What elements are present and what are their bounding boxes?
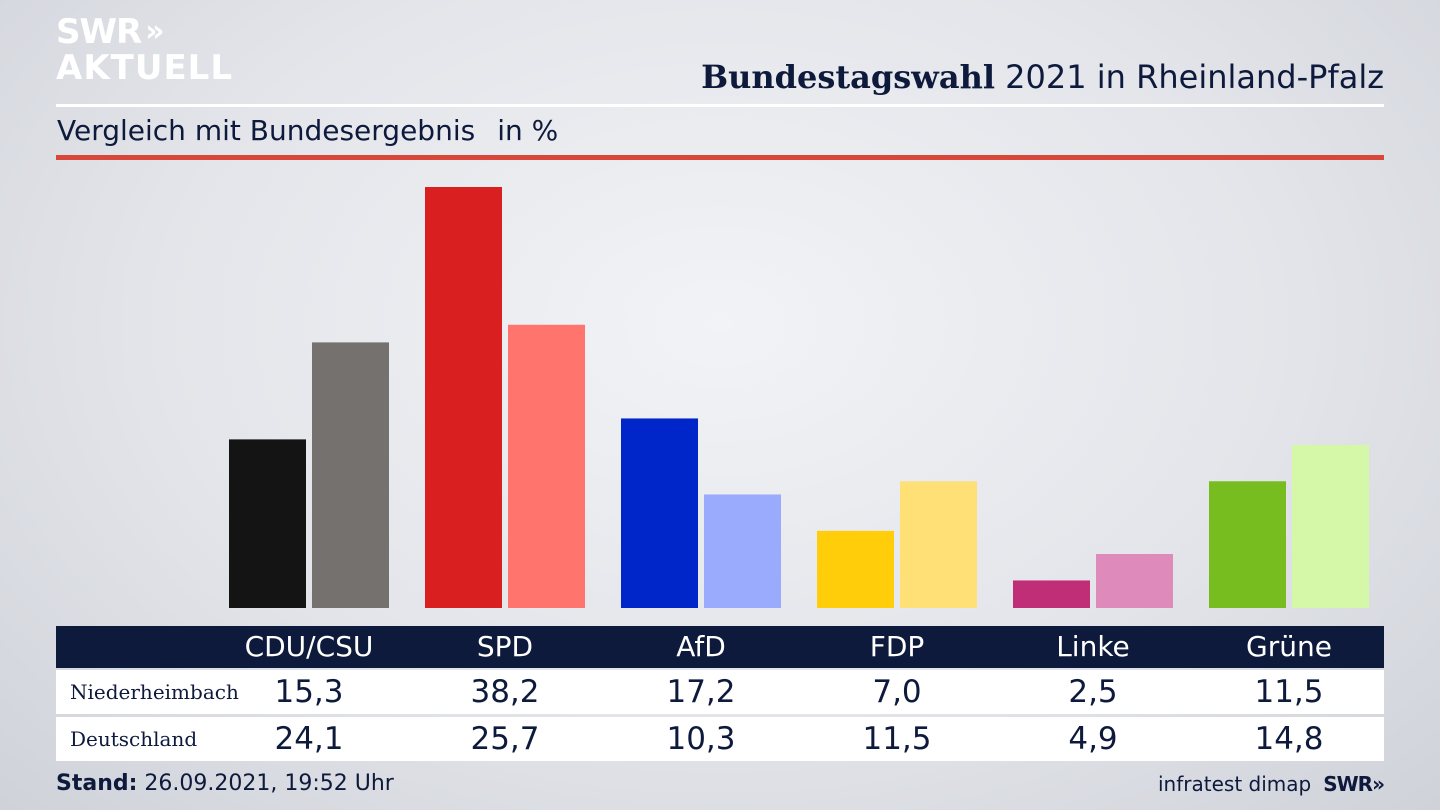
bar-cdu-csu-deutschland — [312, 342, 389, 608]
subtitle-text: Vergleich mit Bundesergebnis — [57, 114, 476, 147]
table-row-deutschland: Deutschland 24,1 25,7 10,3 11,5 4,9 14,8 — [56, 717, 1384, 761]
column-header-afd: AfD — [676, 630, 726, 663]
subtitle-unit: in % — [497, 114, 559, 147]
bar-fdp-deutschland — [900, 481, 977, 608]
bar-gr-ne-niederheimbach — [1209, 481, 1286, 608]
table-row-niederheimbach: Niederheimbach 15,3 38,2 17,2 7,0 2,5 11,5 — [56, 670, 1384, 714]
value-cdu-csu: 24,1 — [274, 721, 344, 757]
source-text: infratest dimap — [1158, 772, 1312, 796]
bar-fdp-niederheimbach — [817, 530, 894, 608]
bar-spd-niederheimbach — [425, 187, 502, 608]
column-header-spd: SPD — [476, 630, 534, 663]
logo-arrows-icon: » — [145, 14, 164, 49]
source-credit: infratest dimap SWR» — [1158, 772, 1385, 796]
timestamp: Stand: 26.09.2021, 19:52 Uhr — [56, 771, 394, 796]
row-label: Niederheimbach — [70, 680, 239, 704]
value-afd: 10,3 — [666, 721, 736, 757]
bar-chart — [229, 187, 1369, 608]
swr-aktuell-logo: SWR» AKTUELL — [56, 14, 233, 86]
value-fdp: 7,0 — [872, 674, 922, 710]
value-afd: 17,2 — [666, 674, 736, 710]
title-rest: 2021 in Rheinland-Pfalz — [995, 58, 1384, 96]
column-header-linke: Linke — [1056, 630, 1130, 663]
value-spd: 38,2 — [470, 674, 540, 710]
subtitle-divider — [56, 155, 1384, 160]
value-linke: 2,5 — [1068, 674, 1118, 710]
bar-linke-niederheimbach — [1013, 580, 1090, 608]
bar-cdu-csu-niederheimbach — [229, 439, 306, 608]
value-gr-ne: 14,8 — [1254, 721, 1324, 757]
value-cdu-csu: 15,3 — [274, 674, 344, 710]
page-title: Bundestagswahl 2021 in Rheinland-Pfalz — [701, 58, 1384, 96]
value-spd: 25,7 — [470, 721, 540, 757]
swr-brand-logo: SWR» — [1323, 772, 1385, 796]
bar-afd-niederheimbach — [621, 418, 698, 608]
results-table: CDU/CSU SPD AfD FDP Linke Grüne Niederheimbac… — [56, 626, 1384, 761]
column-header-cdu-csu: CDU/CSU — [244, 630, 374, 663]
bar-linke-deutschland — [1096, 553, 1173, 608]
title-bold: Bundestagswahl — [701, 58, 995, 96]
logo-swr-text: SWR — [56, 12, 142, 52]
table-header: CDU/CSU SPD AfD FDP Linke Grüne — [56, 626, 1384, 668]
logo-aktuell-text: AKTUELL — [56, 48, 234, 88]
bar-afd-deutschland — [704, 494, 781, 608]
stand-label: Stand: — [56, 771, 138, 796]
bar-gr-ne-deutschland — [1292, 444, 1369, 608]
column-header-fdp: FDP — [869, 630, 925, 663]
bar-spd-deutschland — [508, 324, 585, 608]
column-header-gr-ne: Grüne — [1246, 630, 1332, 663]
stand-value: 26.09.2021, 19:52 Uhr — [137, 771, 394, 796]
value-linke: 4,9 — [1068, 721, 1118, 757]
row-label: Deutschland — [70, 727, 198, 751]
chart-subtitle: Vergleich mit Bundesergebnis in % — [57, 114, 558, 147]
value-gr-ne: 11,5 — [1254, 674, 1324, 710]
value-fdp: 11,5 — [862, 721, 932, 757]
header-divider — [56, 104, 1384, 107]
